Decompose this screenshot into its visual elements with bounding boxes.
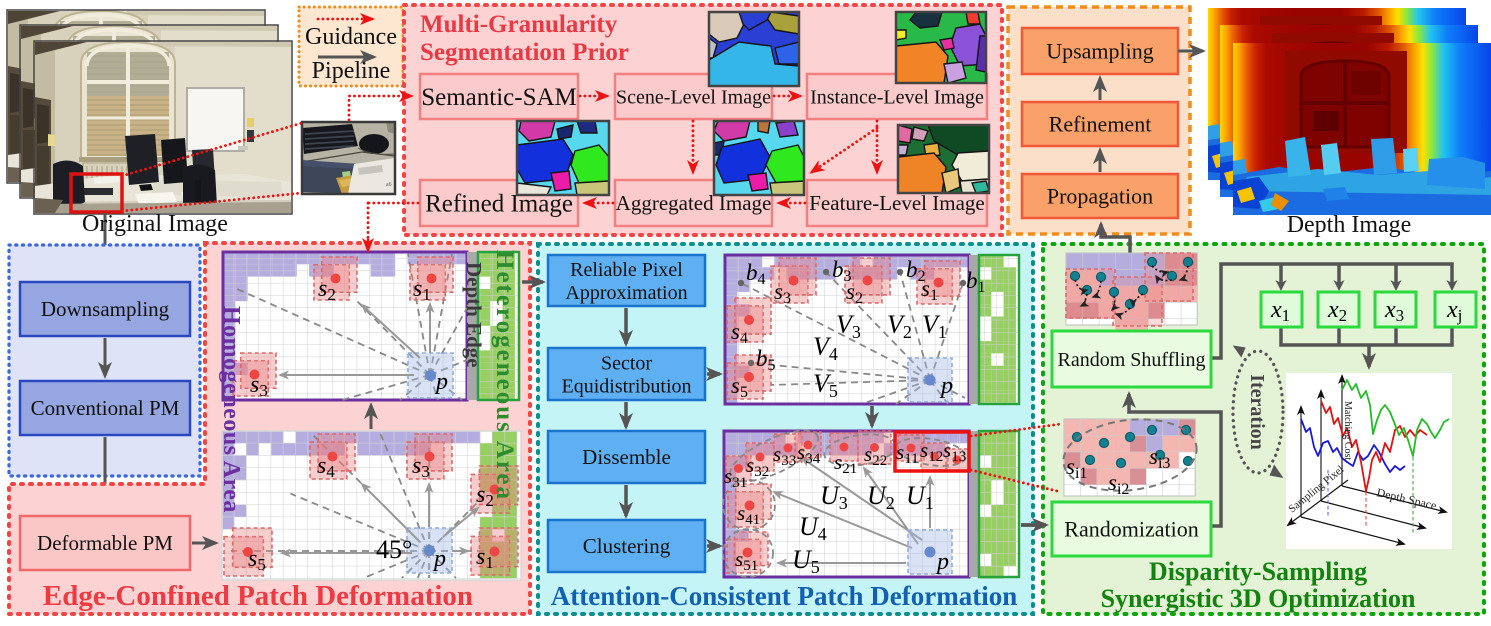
svg-text:V2: V2 (887, 310, 912, 342)
svg-text:Attention-Consistent Patch Def: Attention-Consistent Patch Deformation (551, 581, 1017, 611)
svg-text:Propagation: Propagation (1047, 183, 1153, 208)
svg-text:p: p (939, 373, 953, 399)
svg-text:s33: s33 (773, 442, 796, 469)
svg-text:p: p (432, 546, 446, 572)
svg-text:s4: s4 (731, 319, 748, 347)
svg-text:s21: s21 (834, 450, 857, 477)
svg-text:s12: s12 (920, 438, 943, 465)
svg-text:s2: s2 (846, 279, 863, 307)
svg-text:s34: s34 (797, 440, 821, 467)
svg-text:Original Image: Original Image (82, 211, 228, 237)
svg-text:Segmentation Prior: Segmentation Prior (420, 39, 629, 66)
svg-text:si2: si2 (1108, 470, 1129, 498)
svg-text:Guidance: Guidance (305, 24, 397, 50)
svg-text:Deformable PM: Deformable PM (37, 531, 173, 555)
svg-text:s5: s5 (248, 546, 266, 574)
svg-text:V5: V5 (813, 369, 838, 401)
svg-text:Dissemble: Dissemble (582, 445, 671, 469)
svg-text:U4: U4 (799, 512, 827, 544)
svg-text:Scene-Level Image: Scene-Level Image (616, 86, 771, 108)
svg-text:Random Shuffling: Random Shuffling (1058, 349, 1206, 371)
svg-text:s13: s13 (943, 438, 966, 465)
svg-text:s1: s1 (476, 544, 494, 572)
svg-text:p: p (935, 549, 949, 575)
svg-text:Matching Cost: Matching Cost (1342, 401, 1353, 460)
svg-text:Reliable Pixel: Reliable Pixel (570, 259, 683, 281)
svg-text:b5: b5 (756, 346, 776, 374)
svg-text:xj: xj (1446, 297, 1462, 325)
svg-text:s41: s41 (737, 501, 760, 528)
svg-text:Clustering: Clustering (583, 534, 671, 558)
svg-text:V4: V4 (813, 332, 838, 364)
svg-text:s11: s11 (896, 440, 919, 467)
svg-text:s3: s3 (250, 372, 268, 400)
svg-text:V3: V3 (836, 310, 861, 342)
svg-text:Depth Image: Depth Image (1287, 212, 1412, 238)
svg-text:si3: si3 (1149, 444, 1170, 472)
svg-text:U3: U3 (820, 481, 848, 513)
svg-text:Homogeneous Area: Homogeneous Area (218, 306, 244, 513)
svg-text:s31: s31 (724, 464, 747, 491)
svg-text:Upsampling: Upsampling (1046, 38, 1154, 63)
svg-text:si1: si1 (1066, 454, 1087, 482)
svg-text:Semantic-SAM: Semantic-SAM (421, 84, 577, 111)
svg-text:Disparity-Sampling: Disparity-Sampling (1149, 557, 1367, 586)
svg-text:s32: s32 (746, 453, 769, 480)
svg-text:Depth Edge: Depth Edge (462, 262, 486, 368)
svg-text:Sector: Sector (601, 352, 652, 374)
svg-text:s22: s22 (864, 442, 887, 469)
svg-text:Equidistribution: Equidistribution (562, 375, 692, 397)
svg-text:Pipeline: Pipeline (312, 58, 391, 84)
svg-text:Randomization: Randomization (1064, 516, 1198, 541)
svg-text:s4: s4 (317, 453, 335, 481)
svg-text:Heterogeneous Area: Heterogeneous Area (491, 250, 518, 501)
svg-text:Synergistic 3D Optimization: Synergistic 3D Optimization (1101, 584, 1416, 613)
svg-text:b1: b1 (966, 268, 986, 296)
svg-text:a6: a6 (386, 182, 392, 188)
svg-text:x3: x3 (1384, 297, 1404, 325)
svg-text:b2: b2 (906, 257, 926, 285)
svg-text:s5: s5 (731, 373, 748, 401)
svg-text:Approximation: Approximation (565, 282, 687, 304)
svg-text:s3: s3 (774, 279, 791, 307)
svg-text:U5: U5 (792, 545, 820, 577)
svg-text:x1: x1 (1270, 297, 1290, 325)
svg-text:p: p (434, 369, 448, 395)
svg-text:Instance-Level Image: Instance-Level Image (810, 86, 984, 108)
svg-text:s51: s51 (735, 547, 758, 574)
svg-text:Edge-Confined Patch Deformatio: Edge-Confined Patch Deformation (43, 580, 473, 612)
svg-text:b4: b4 (746, 260, 766, 288)
svg-text:Feature-Level Image: Feature-Level Image (809, 191, 985, 215)
svg-text:x2: x2 (1327, 297, 1347, 325)
svg-text:b3: b3 (832, 257, 852, 285)
svg-text:s1: s1 (921, 276, 938, 304)
svg-text:Multi-Granularity: Multi-Granularity (420, 11, 618, 38)
svg-text:U2: U2 (867, 481, 895, 513)
svg-text:V1: V1 (922, 310, 947, 342)
svg-text:Iteration: Iteration (1246, 374, 1268, 450)
svg-text:45°: 45° (376, 535, 412, 564)
svg-text:Refinement: Refinement (1049, 111, 1152, 136)
svg-text:s3: s3 (412, 453, 430, 481)
svg-text:s2: s2 (476, 482, 494, 510)
svg-text:Conventional PM: Conventional PM (31, 396, 180, 420)
svg-text:s2: s2 (318, 276, 336, 304)
svg-text:Downsampling: Downsampling (41, 297, 170, 321)
svg-text:s1: s1 (413, 276, 431, 304)
svg-text:U1: U1 (906, 481, 934, 513)
